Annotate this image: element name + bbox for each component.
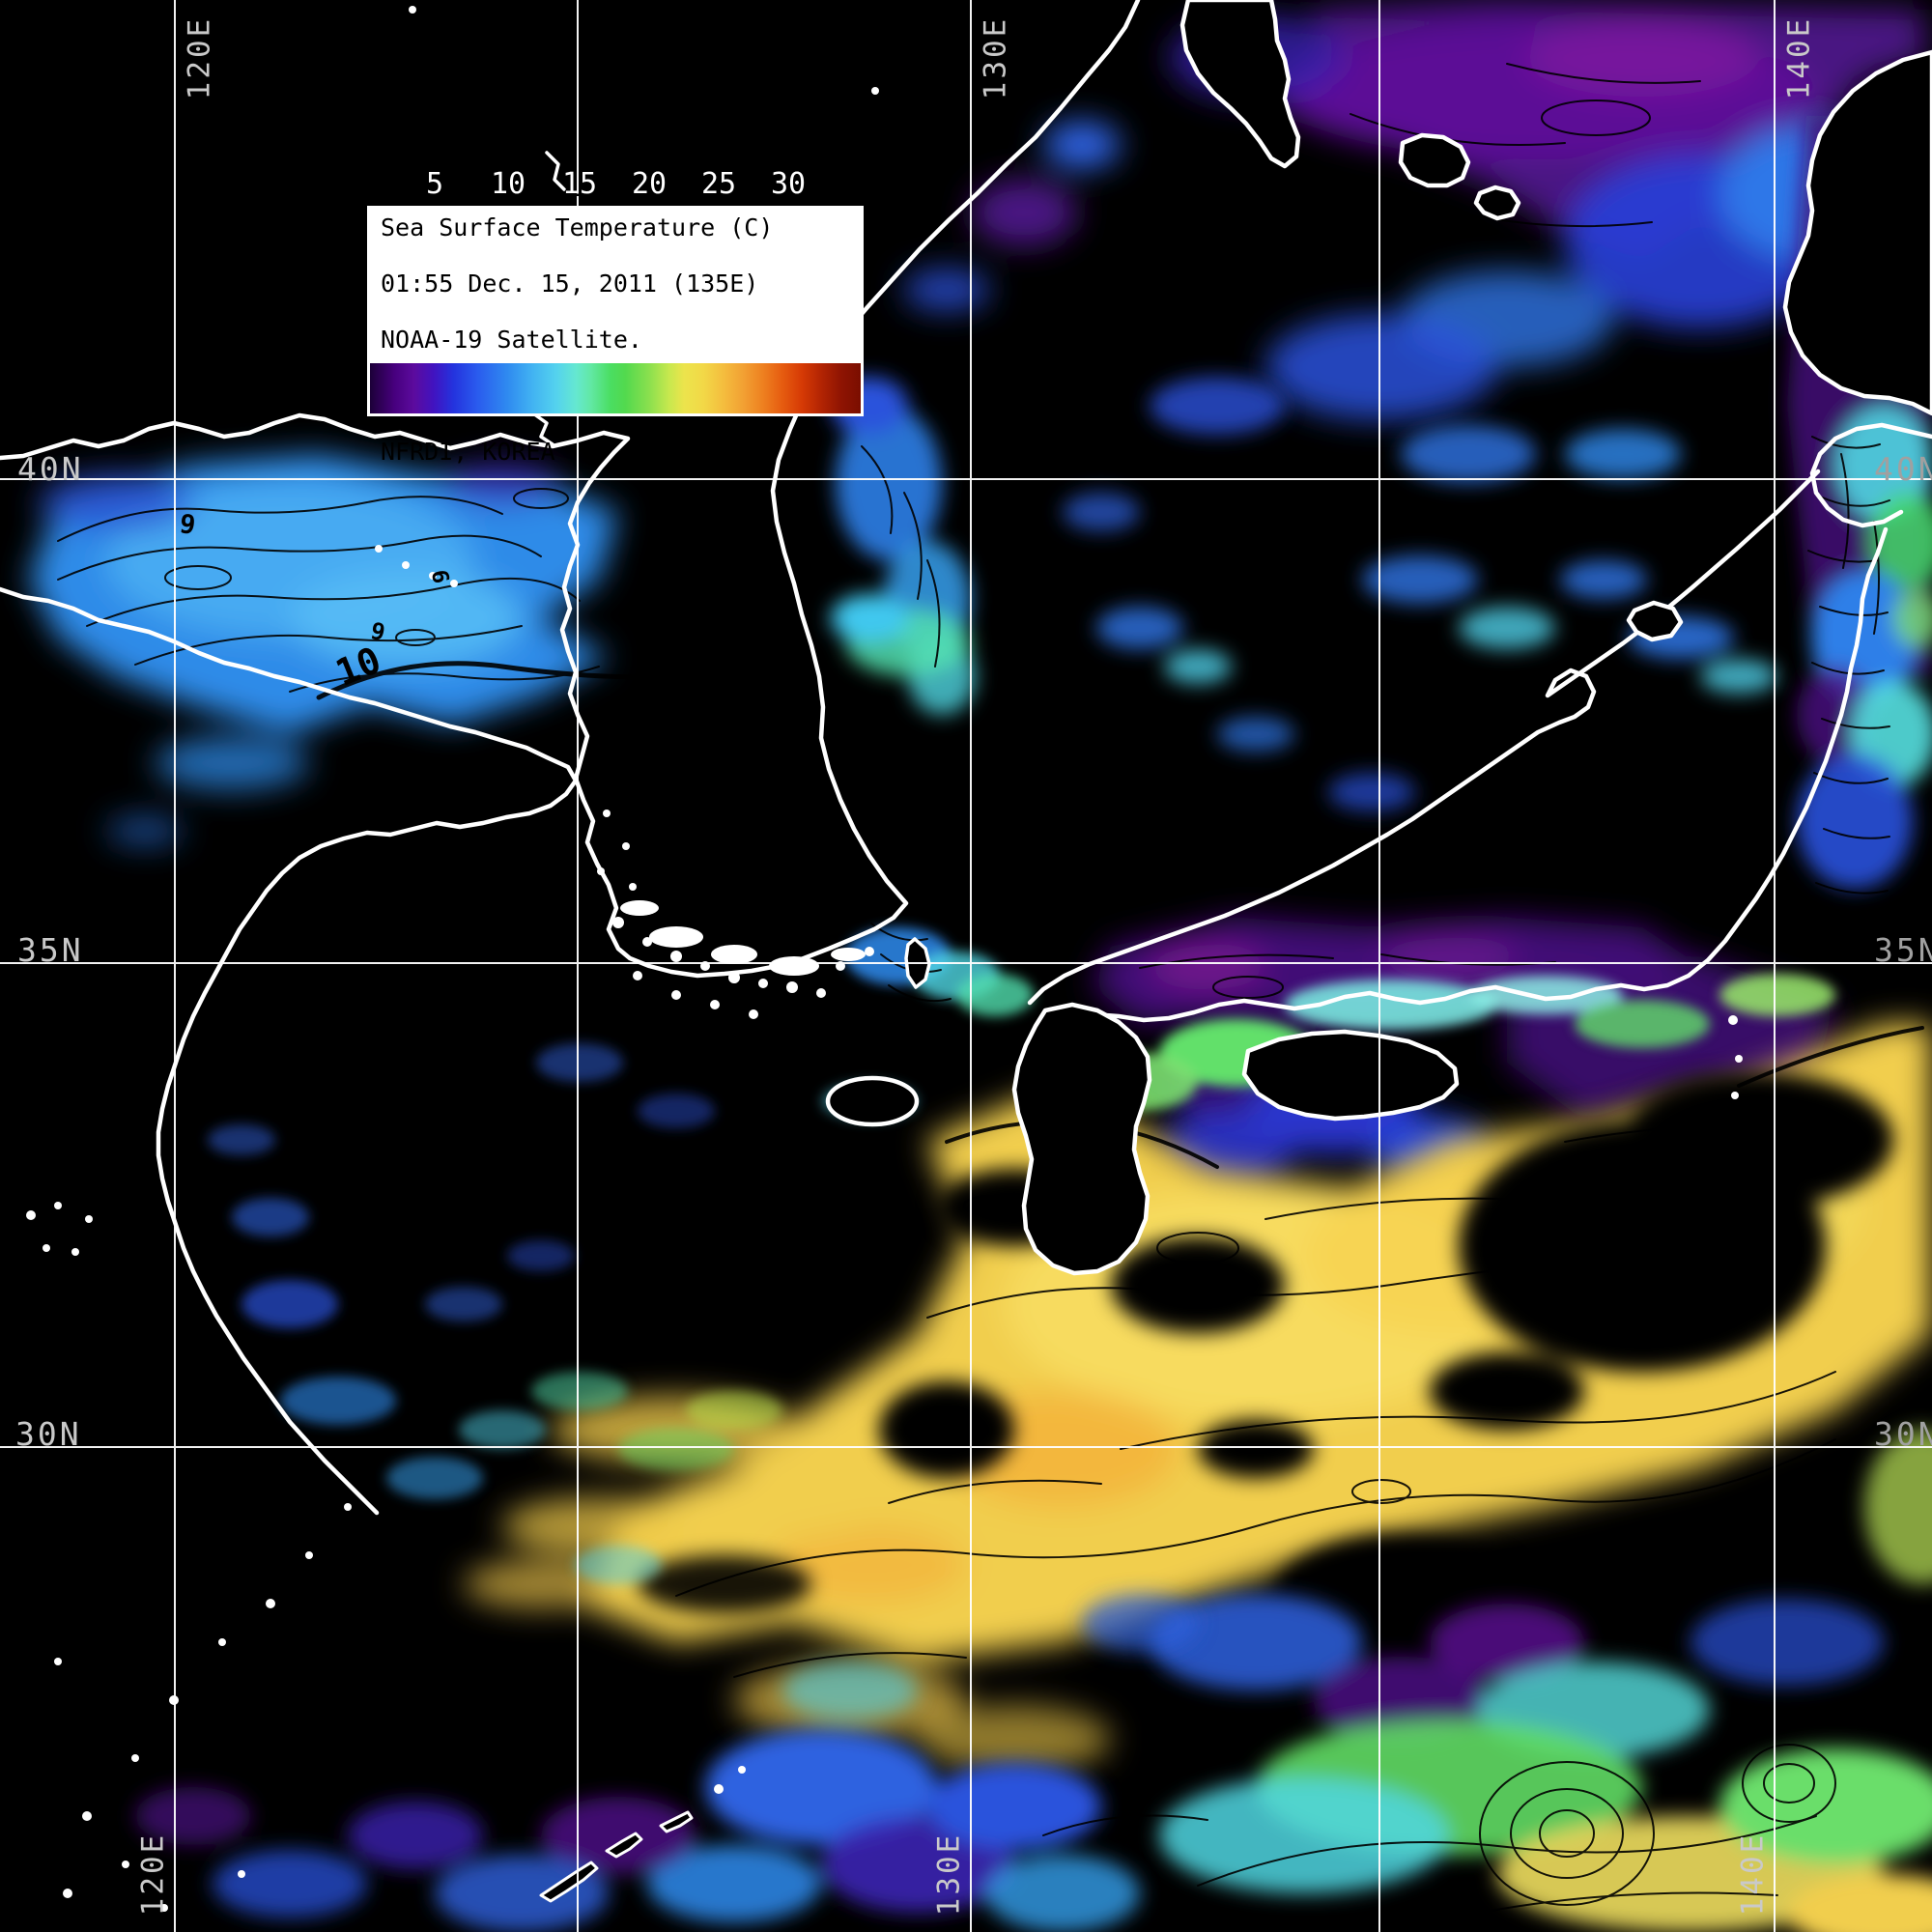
colorbar-tick-30: 30 [770, 167, 807, 201]
coastline-russia-korea [0, 0, 1141, 979]
coastline-okinawa [539, 1810, 694, 1903]
title-line-2: 01:55 Dec. 15, 2011 (135E) [381, 270, 759, 298]
meridian-label-bottom-130e: 130E [931, 1832, 966, 1917]
parallel-label-right-35n: 35N [1874, 931, 1932, 969]
sst-color-fields [29, 0, 1932, 1932]
meridian-label-top-130e: 130E [978, 15, 1012, 100]
coastline-hokkaido [1782, 49, 1932, 416]
parallel-label-right-30n: 30N [1874, 1415, 1932, 1453]
coastline-kyushu [1011, 1002, 1152, 1276]
colorbar-tick-15: 15 [561, 167, 598, 201]
colorbar-tick-20: 20 [631, 167, 668, 201]
colorbar-tick-25: 25 [700, 167, 737, 201]
parallel-label-right-40n: 40N [1874, 450, 1932, 488]
title-line-3: NOAA-19 Satellite. [381, 326, 642, 354]
coastline-shikoku [1241, 1029, 1460, 1122]
map-title-block: Sea Surface Temperature (C) 01:55 Dec. 1… [381, 213, 856, 466]
island-dots [26, 6, 1743, 1912]
colorbar-tick-10: 10 [490, 167, 526, 201]
legend-panel: Sea Surface Temperature (C) 01:55 Dec. 1… [367, 206, 864, 466]
meridian-label-bottom-120e: 120E [135, 1832, 170, 1917]
parallel-label-left-30n: 30N [15, 1415, 82, 1453]
coastline-sakhalin [1179, 0, 1301, 169]
meridian-label-top-120e: 120E [182, 15, 216, 100]
parallel-label-left-35n: 35N [17, 931, 84, 969]
temperature-contour-lines [57, 63, 1924, 1929]
parallel-label-left-40n: 40N [17, 450, 84, 488]
meridian-label-top-140e: 140E [1781, 15, 1816, 100]
coastline-honshu-east [1067, 526, 1889, 1023]
temperature-colorbar [370, 363, 861, 413]
title-line-5: NFRDI, KOREA [381, 438, 555, 466]
coastline-sado [1626, 600, 1684, 642]
colorbar-tick-5: 5 [425, 167, 444, 201]
coastline-china [0, 586, 579, 1516]
coastline-honshu-west [1027, 469, 1821, 1006]
meridian-label-bottom-140e: 140E [1735, 1832, 1770, 1917]
title-line-1: Sea Surface Temperature (C) [381, 213, 774, 242]
coastline-jeju [825, 1075, 920, 1127]
